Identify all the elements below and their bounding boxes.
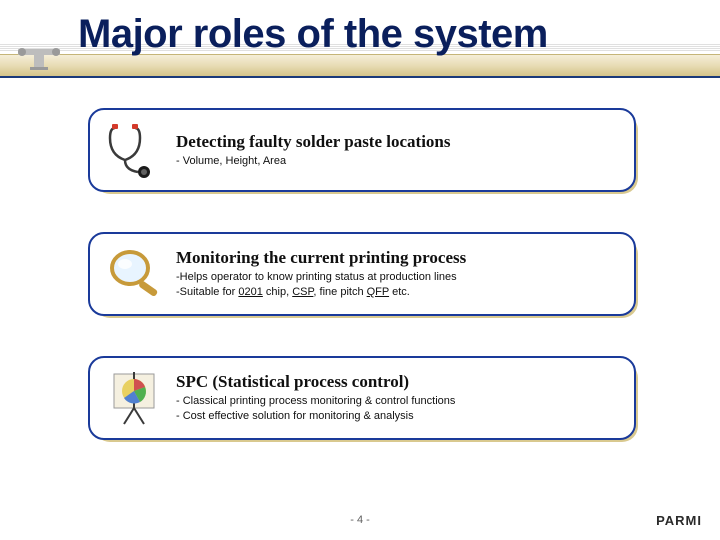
magnifier-icon bbox=[100, 244, 170, 304]
role-title: Monitoring the current printing process bbox=[176, 248, 620, 268]
page-title: Major roles of the system bbox=[78, 12, 548, 57]
roles-list: Detecting faulty solder paste locations … bbox=[88, 108, 636, 480]
box-front: Detecting faulty solder paste locations … bbox=[88, 108, 636, 192]
header-logo-icon bbox=[10, 43, 68, 71]
role-title: SPC (Statistical process control) bbox=[176, 372, 620, 392]
stethoscope-icon bbox=[100, 120, 170, 180]
box-front: SPC (Statistical process control) - Clas… bbox=[88, 356, 636, 440]
role-subtitle: - Volume, Height, Area bbox=[176, 154, 620, 169]
header-band bbox=[0, 54, 720, 78]
footer-brand: PARMI bbox=[656, 513, 702, 528]
box-front: Monitoring the current printing process … bbox=[88, 232, 636, 316]
role-box: Detecting faulty solder paste locations … bbox=[88, 108, 636, 192]
role-box: Monitoring the current printing process … bbox=[88, 232, 636, 316]
page-number: - 4 - bbox=[350, 514, 370, 526]
role-box: SPC (Statistical process control) - Clas… bbox=[88, 356, 636, 440]
pie-chart-board-icon bbox=[100, 368, 170, 428]
role-title: Detecting faulty solder paste locations bbox=[176, 132, 620, 152]
role-subtitle: -Helps operator to know printing status … bbox=[176, 270, 620, 300]
role-subtitle: - Classical printing process monitoring … bbox=[176, 394, 620, 424]
